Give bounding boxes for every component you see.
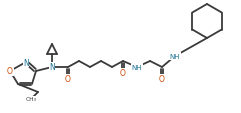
Text: O: O bbox=[120, 69, 126, 78]
Text: N: N bbox=[23, 58, 29, 67]
Text: O: O bbox=[65, 75, 71, 84]
Text: NH: NH bbox=[170, 54, 180, 59]
Text: O: O bbox=[159, 75, 165, 84]
Text: O: O bbox=[7, 67, 13, 76]
Text: NH: NH bbox=[132, 64, 142, 70]
Text: N: N bbox=[49, 63, 55, 72]
Text: CH₃: CH₃ bbox=[26, 97, 36, 102]
